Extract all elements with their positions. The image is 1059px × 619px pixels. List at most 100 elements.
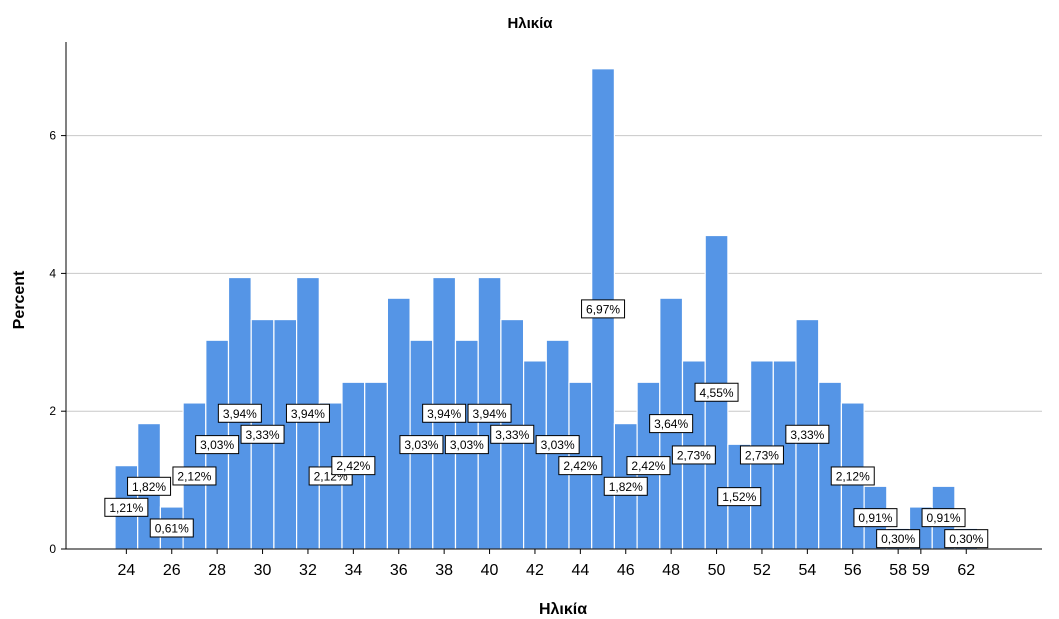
x-tick-label: 42 (526, 562, 544, 579)
x-tick-label: 38 (435, 562, 453, 579)
data-label-text: 3,03% (450, 438, 484, 452)
data-label: 3,03% (399, 435, 444, 455)
data-label-box (830, 466, 875, 486)
data-label: 1,82% (603, 476, 648, 496)
data-label: 3,03% (444, 435, 489, 455)
data-label-box (240, 424, 285, 444)
x-tick-label: 48 (662, 562, 680, 579)
data-label-text: 4,55% (700, 386, 734, 400)
data-label-box (127, 476, 172, 496)
chart-title: Ηλικία (507, 15, 553, 32)
x-tick-label: 54 (798, 562, 816, 579)
data-label-box (694, 382, 739, 402)
data-label-text: 3,03% (404, 438, 438, 452)
data-label-text: 2,12% (836, 469, 870, 483)
y-tick-label: 6 (49, 129, 56, 143)
x-tick-label: 32 (299, 562, 317, 579)
data-label: 1,52% (717, 487, 762, 507)
data-label-box (217, 403, 262, 423)
data-label: 0,91% (921, 508, 966, 528)
data-label-box (626, 456, 671, 476)
data-label-text: 0,91% (927, 511, 961, 525)
y-axis-title: Percent (11, 270, 28, 329)
x-axis-ticks: 24 26 28 30 32 34 36 38 40 42 44 46 48 50 52 54 56 58 59 62 (117, 549, 975, 579)
data-label-box (422, 403, 467, 423)
x-tick-label: 44 (571, 562, 589, 579)
data-label-box (785, 424, 830, 444)
data-label: 2,12% (172, 466, 217, 486)
data-label-text: 2,73% (677, 448, 711, 462)
y-axis-ticks: 0 2 4 6 (49, 129, 66, 556)
y-tick-label: 0 (49, 542, 56, 556)
data-label-text: 0,91% (858, 511, 892, 525)
data-label-text: 3,94% (473, 407, 507, 421)
data-label-box (444, 435, 489, 455)
data-label-text: 3,64% (654, 417, 688, 431)
x-tick-label: 52 (753, 562, 771, 579)
x-tick-label: 50 (708, 562, 726, 579)
data-label-text: 3,03% (541, 438, 575, 452)
axes (65, 42, 1042, 550)
data-label: 3,33% (490, 424, 535, 444)
data-label-box (649, 414, 694, 434)
x-tick-label: 28 (208, 562, 226, 579)
data-label-text: 2,42% (563, 459, 597, 473)
data-label: 2,73% (671, 445, 716, 465)
x-tick-label: 40 (481, 562, 499, 579)
data-label: 3,03% (195, 435, 240, 455)
data-label-box (853, 508, 898, 528)
data-label: 2,42% (626, 456, 671, 476)
data-label-text: 1,82% (132, 480, 166, 494)
data-label: 6,97% (581, 299, 626, 319)
x-tick-label: 24 (117, 562, 135, 579)
data-label-text: 2,12% (177, 469, 211, 483)
data-label: 3,94% (217, 403, 262, 423)
data-labels: 1,21% 1,82% 0,61% 2,12% 3,03% 3,94% 3,33% 3,94%… (104, 299, 989, 549)
data-label: 1,82% (127, 476, 172, 496)
x-tick-label: 46 (617, 562, 635, 579)
x-tick-label: 36 (390, 562, 408, 579)
data-label-box (399, 435, 444, 455)
data-label-box (467, 403, 512, 423)
data-label-box (172, 466, 217, 486)
data-label-box (944, 529, 989, 549)
data-label: 2,42% (558, 456, 603, 476)
data-label: 3,03% (535, 435, 580, 455)
data-label-box (285, 403, 330, 423)
data-label: 4,55% (694, 382, 739, 402)
bar (522, 360, 547, 550)
data-label-box (195, 435, 240, 455)
data-label-text: 3,33% (495, 428, 529, 442)
data-label-text: 0,30% (881, 532, 915, 546)
x-tick-label: 30 (254, 562, 272, 579)
data-label: 3,94% (285, 403, 330, 423)
data-label-box (331, 456, 376, 476)
x-tick-label: 62 (957, 562, 975, 579)
data-label-text: 1,82% (609, 480, 643, 494)
data-label-text: 3,03% (200, 438, 234, 452)
data-label-box (671, 445, 716, 465)
data-label-box (149, 518, 194, 538)
data-label-text: 2,42% (631, 459, 665, 473)
data-label-text: 3,94% (427, 407, 461, 421)
data-label-text: 2,42% (336, 459, 370, 473)
data-label-box (558, 456, 603, 476)
data-label-text: 1,21% (109, 501, 143, 515)
data-label-text: 1,52% (722, 490, 756, 504)
y-tick-label: 4 (49, 266, 56, 280)
data-label-box (739, 445, 784, 465)
data-label: 2,12% (830, 466, 875, 486)
data-label-box (581, 299, 626, 319)
data-label-box (490, 424, 535, 444)
data-label-box (876, 529, 921, 549)
y-tick-label: 2 (49, 404, 56, 418)
x-tick-label: 58 (889, 562, 907, 579)
data-label-text: 3,33% (790, 428, 824, 442)
data-label: 0,30% (944, 529, 989, 549)
x-tick-label: 59 (912, 562, 930, 579)
data-label-box (921, 508, 966, 528)
data-label: 3,94% (422, 403, 467, 423)
data-label: 2,42% (331, 456, 376, 476)
data-label-box (104, 497, 149, 517)
